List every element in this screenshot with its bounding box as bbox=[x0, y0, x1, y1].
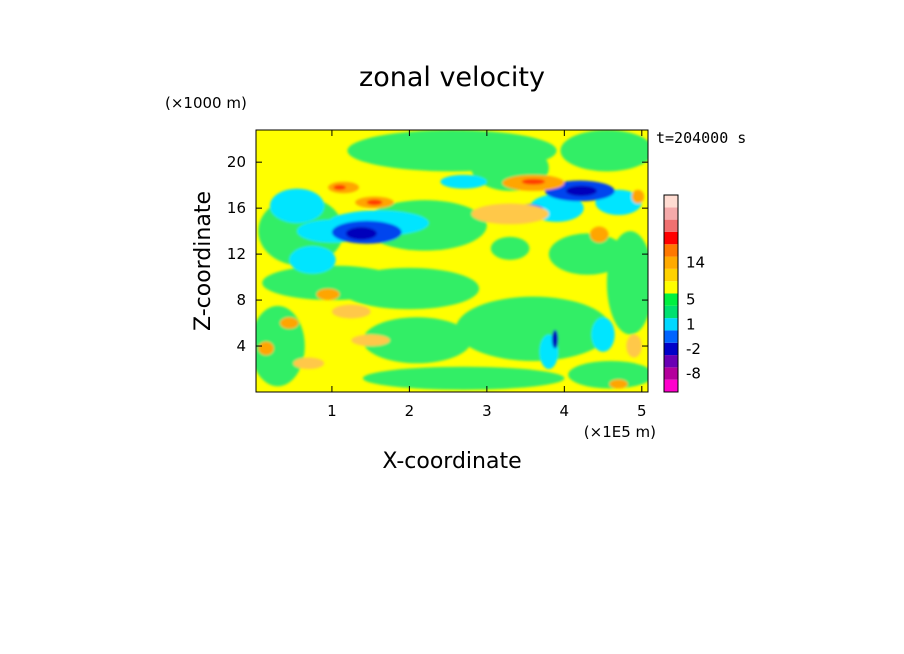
colorbar-swatch-3 bbox=[664, 342, 678, 356]
field-region-darkblue-30 bbox=[551, 329, 559, 349]
field-region-darkblue-28 bbox=[565, 185, 597, 197]
y-axis-ticks: 4 8 12 16 20 bbox=[227, 153, 648, 355]
field-region-lightorange-44 bbox=[626, 334, 642, 358]
chart-title: zonal velocity bbox=[359, 62, 545, 93]
field-region-green-13 bbox=[568, 360, 648, 389]
field-region-cyan-15 bbox=[269, 188, 325, 224]
colorbar-swatch-0 bbox=[664, 379, 678, 392]
y-tick-label-0: 4 bbox=[236, 337, 246, 355]
field-region-green-6 bbox=[339, 267, 480, 310]
field-region-green-12 bbox=[362, 366, 565, 390]
field-region-red-47 bbox=[333, 184, 346, 190]
x-tick-label-4: 5 bbox=[637, 402, 647, 420]
y-tick-label-1: 8 bbox=[236, 291, 246, 309]
colorbar-swatch-14 bbox=[664, 207, 678, 220]
colorbar-swatch-6 bbox=[664, 305, 678, 319]
x-tick-label-0: 1 bbox=[327, 402, 337, 420]
colorbar-label-0: 14 bbox=[686, 254, 705, 272]
x-tick-label-1: 2 bbox=[405, 402, 415, 420]
field-region-green-8 bbox=[362, 317, 472, 364]
colorbar-swatch-11 bbox=[664, 244, 678, 257]
field-region-green-1 bbox=[560, 130, 648, 172]
field-region-orange-39 bbox=[609, 379, 628, 389]
field-region-cyan-17 bbox=[289, 246, 336, 274]
field-region-green-9 bbox=[455, 296, 611, 361]
colorbar-swatch-4 bbox=[664, 330, 678, 343]
colorbar-label-2: 1 bbox=[686, 315, 696, 333]
x-tick-label-2: 3 bbox=[482, 402, 492, 420]
y-tick-label-2: 12 bbox=[227, 245, 246, 263]
field-region-lightorange-40 bbox=[331, 304, 371, 319]
field-region-green-11 bbox=[548, 233, 627, 275]
colorbar-swatch-2 bbox=[664, 355, 678, 368]
colorbar-swatch-13 bbox=[664, 219, 678, 232]
colorbar: 14 5 1 -2 -8 bbox=[663, 194, 705, 393]
field-region-orange-34 bbox=[589, 226, 609, 243]
colorbar-label-3: -2 bbox=[686, 340, 701, 358]
field-region-green-14 bbox=[490, 236, 530, 260]
field-region-red-45 bbox=[521, 178, 545, 185]
colorbar-swatch-1 bbox=[664, 367, 678, 380]
y-tick-label-3: 16 bbox=[227, 199, 246, 217]
field-region-darkblue-27 bbox=[345, 227, 377, 240]
y-unit-label: (×1000 m) bbox=[165, 94, 247, 112]
colorbar-swatch-5 bbox=[664, 318, 678, 331]
colorbar-swatch-8 bbox=[664, 281, 678, 294]
colorbar-swatch-12 bbox=[664, 231, 678, 245]
x-tick-label-3: 4 bbox=[560, 402, 570, 420]
contour-field bbox=[256, 130, 648, 390]
field-region-red-46 bbox=[366, 199, 383, 206]
y-tick-label-4: 20 bbox=[227, 153, 246, 171]
colorbar-swatch-15 bbox=[664, 195, 678, 208]
x-axis-label: X-coordinate bbox=[382, 449, 521, 474]
colorbar-swatch-7 bbox=[664, 293, 678, 306]
colorbar-frame bbox=[663, 194, 679, 393]
y-axis-label: Z-coordinate bbox=[191, 191, 216, 331]
field-region-lightorange-42 bbox=[293, 357, 325, 370]
field-region-cyan-22 bbox=[591, 317, 615, 352]
field-region-orange-36 bbox=[316, 288, 340, 301]
field-region-lightorange-41 bbox=[351, 334, 391, 347]
plot-area bbox=[256, 130, 648, 392]
time-label: t=204000 s bbox=[656, 129, 746, 147]
field-region-orange-38 bbox=[258, 341, 274, 356]
field-region-lightorange-43 bbox=[471, 203, 549, 225]
field-region-cyan-20 bbox=[440, 174, 487, 189]
colorbar-label-1: 5 bbox=[686, 291, 696, 309]
x-unit-label: (×1E5 m) bbox=[584, 423, 656, 441]
colorbar-swatch-10 bbox=[664, 256, 678, 269]
field-region-orange-35 bbox=[631, 189, 645, 204]
x-axis-ticks: 1 2 3 4 5 bbox=[327, 130, 647, 420]
colorbar-swatch-9 bbox=[664, 268, 678, 282]
colorbar-label-4: -8 bbox=[686, 365, 701, 383]
plot-frame bbox=[255, 129, 649, 393]
field-region-orange-37 bbox=[280, 317, 299, 329]
